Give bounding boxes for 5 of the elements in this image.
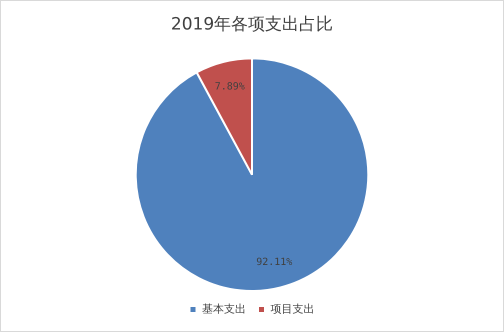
data-label: 92.11% [256, 257, 292, 268]
data-label: 7.89% [214, 81, 245, 92]
legend-label: 基本支出 [202, 302, 246, 316]
legend-label: 项目支出 [270, 302, 314, 316]
chart-title: 2019年各项支出占比 [170, 14, 334, 35]
